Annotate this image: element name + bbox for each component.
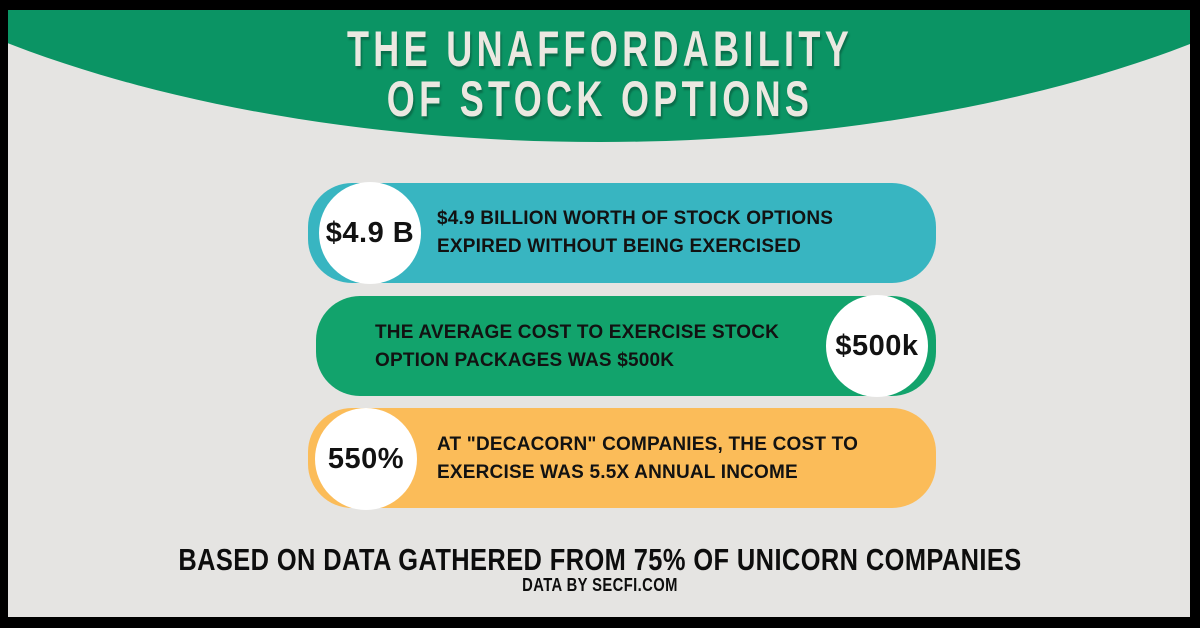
stat-text-expired-options: $4.9 BILLION WORTH OF STOCK OPTIONS EXPI…	[437, 208, 834, 257]
card-background: THE UNAFFORDABILITY OF STOCK OPTIONS $4.…	[8, 10, 1190, 617]
stat-badge-4-9-b: $4.9 B	[319, 182, 421, 284]
footer-data-credit: DATA BY SECFI.COM	[522, 575, 678, 595]
stat-badge-550-percent: 550%	[315, 408, 417, 510]
footer-source-statement: BASED ON DATA GATHERED FROM 75% OF UNICO…	[178, 542, 1022, 577]
page-title: THE UNAFFORDABILITY OF STOCK OPTIONS	[346, 21, 854, 127]
stat-badge-500k: $500k	[826, 295, 928, 397]
stat-text-average-cost: THE AVERAGE COST TO EXERCISE STOCK OPTIO…	[375, 322, 780, 371]
stat-text-decacorn-cost: AT "DECACORN" COMPANIES, THE COST TO EXE…	[437, 434, 859, 483]
